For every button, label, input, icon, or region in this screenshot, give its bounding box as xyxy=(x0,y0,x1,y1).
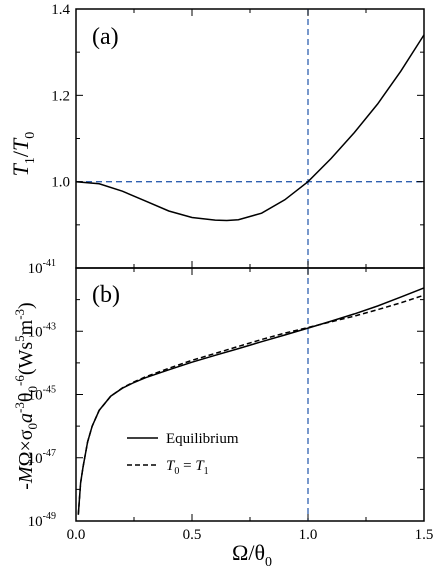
panel-b-ytick-label: 10-43 xyxy=(28,321,56,340)
panel-a-ytick-label: 1.2 xyxy=(51,88,70,104)
legend-t0-sub: 0 xyxy=(174,466,179,477)
panel-b-xtick-label: 0.5 xyxy=(183,527,202,543)
panel-b-ytick-label: 10-47 xyxy=(28,448,56,467)
panel-b-ylabel: -MΩ×σ0a-3θ0-6(Ws5m-3) xyxy=(12,302,40,489)
ylabel-t0-sub: 0 xyxy=(23,132,38,139)
xlabel-omega: Ω xyxy=(232,540,248,565)
panel-b-xtick-label: 1.5 xyxy=(415,527,434,543)
panel-a-frame xyxy=(75,8,425,269)
legend-t1-base: T xyxy=(195,458,205,474)
xlabel-slash: / xyxy=(248,540,255,565)
ylabel-slash: / xyxy=(8,150,33,157)
panel-a-ylabel: T1/T0 xyxy=(8,132,38,177)
panel-b-frame xyxy=(75,267,425,522)
panel-b-xlabel: Ω/θ0 xyxy=(232,540,272,570)
panel-a-ytick-label: 1.4 xyxy=(51,2,70,18)
legend-t1-sub: 1 xyxy=(204,466,209,477)
panel-b-xtick-label: 1.0 xyxy=(299,527,318,543)
ylabel-t1-base: T xyxy=(8,162,33,176)
legend-label-t0-t1: T0 = T1 xyxy=(166,458,209,477)
panel-b-ytick-label: 10-41 xyxy=(28,258,56,277)
panel-b-series-line-1 xyxy=(77,294,425,515)
panel-a-series-line-0 xyxy=(75,34,425,222)
panel-b-xtick-label: 0.0 xyxy=(67,527,86,543)
ylabel-t1-sub: 1 xyxy=(23,157,38,164)
panel-b-ytick-label: 10-49 xyxy=(28,511,56,530)
panel-b-label: (b) xyxy=(92,282,120,308)
xlabel-sub: 0 xyxy=(265,555,272,570)
legend-t0-base: T xyxy=(166,458,176,474)
panel-b-series-line-0 xyxy=(77,287,425,515)
panel-b: 10-41 10-43 10-45 10-47 10-49 0.0 0.5 1.0 1.5 xyxy=(28,258,434,543)
xlabel-theta: θ xyxy=(254,540,265,565)
panel-a-ytick-label: 1.0 xyxy=(51,175,70,191)
panel-b-ytick-label: 10-45 xyxy=(28,385,56,404)
ylabel-t0-base: T xyxy=(8,137,33,151)
legend-equals: = xyxy=(179,458,195,474)
legend: Equilibrium T0 = T1 xyxy=(127,431,239,477)
legend-label-equilibrium: Equilibrium xyxy=(166,431,239,447)
panel-a-label: (a) xyxy=(92,24,119,50)
